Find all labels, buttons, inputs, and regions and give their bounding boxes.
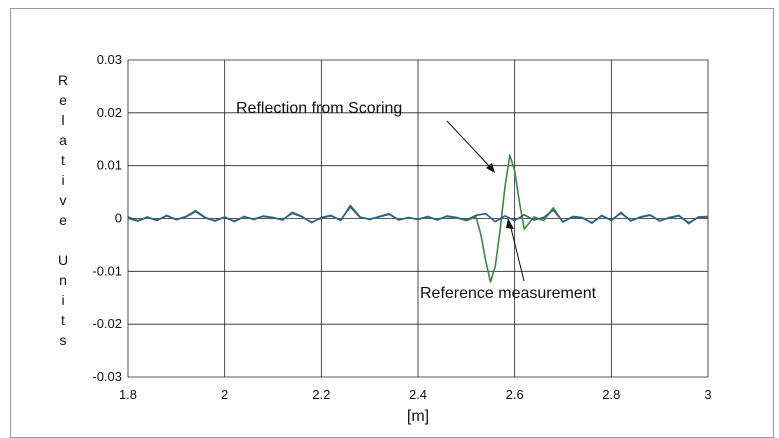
x-tick-label: 3	[704, 387, 711, 402]
y-tick-label: 0	[115, 211, 122, 226]
annotation-reflection-label: Reflection from Scoring	[236, 100, 402, 117]
y-tick-label: -0.03	[92, 369, 122, 384]
y-tick-label: -0.01	[92, 263, 122, 278]
x-tick-label: 2	[221, 387, 228, 402]
y-axis-label-char: s	[59, 332, 67, 348]
y-axis-label-char: i	[61, 292, 65, 308]
annotation-reference-arrowhead	[506, 218, 514, 229]
annotation-reference-label: Reference measurement	[420, 285, 597, 302]
x-tick-label: 2.2	[312, 387, 330, 402]
y-axis-label-char: t	[61, 312, 65, 328]
y-axis-label-char: i	[61, 172, 65, 188]
annotation-reference-arrow	[509, 223, 525, 282]
y-axis-label-char: U	[57, 252, 69, 268]
x-tick-label: 2.6	[506, 387, 524, 402]
series-line-2	[127, 206, 709, 224]
y-axis-label-char: v	[59, 192, 67, 208]
y-axis-label-char: t	[61, 152, 65, 168]
y-tick-label: 0.03	[97, 52, 122, 67]
y-axis-label-char: l	[61, 112, 65, 128]
x-tick-label: 2.4	[409, 387, 427, 402]
y-tick-label: 0.01	[97, 158, 122, 173]
y-tick-label: -0.02	[92, 316, 122, 331]
y-tick-label: 0.02	[97, 105, 122, 120]
line-chart: 1.8 2 2.2 2.4 2.6 2.8 3 0.03 0.02 0.01 0 -0.01 -0.02…	[92, 52, 711, 425]
x-tick-label: 1.8	[119, 387, 137, 402]
y-axis-label-char: e	[59, 92, 67, 108]
y-axis-label-char: n	[59, 272, 67, 288]
x-tick-label: 2.8	[602, 387, 620, 402]
annotation-reflection-arrow	[446, 120, 493, 170]
y-axis-label-char: a	[59, 132, 67, 148]
y-axis-label-char: e	[59, 212, 67, 228]
y-axis-label-char: R	[57, 72, 69, 88]
annotation-reflection-arrowhead	[486, 163, 495, 173]
x-axis-label: [m]	[407, 408, 429, 425]
